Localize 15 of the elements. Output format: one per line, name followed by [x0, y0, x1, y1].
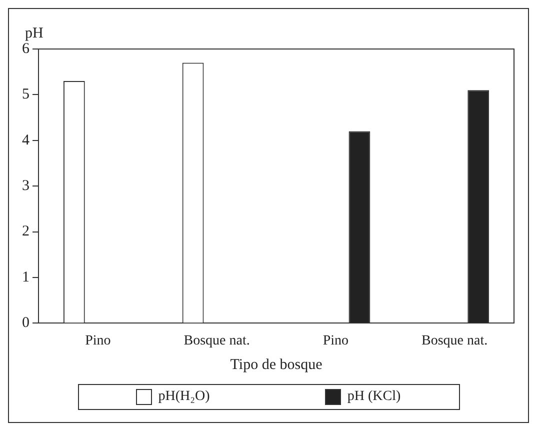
y-tick-label: 0	[22, 315, 30, 332]
y-tick-label: 1	[22, 269, 30, 286]
y-tick-label: 2	[22, 224, 30, 240]
x-tick-label: Pino	[322, 333, 349, 348]
x-axis-title: Tipo de bosque	[230, 356, 323, 373]
legend-label: pH (KCl)	[347, 389, 401, 405]
x-tick-label: Bosque nat.	[184, 333, 250, 348]
y-axis-title: pH	[25, 25, 44, 42]
y-tick-label: 5	[22, 86, 30, 103]
x-tick-label: Bosque nat.	[422, 333, 488, 348]
y-tick-label: 4	[22, 132, 30, 148]
x-tick-label: Pino	[85, 333, 111, 348]
y-tick-label: 6	[22, 40, 30, 57]
y-tick-label: 3	[22, 178, 30, 194]
legend-label: pH(H₂O)	[158, 389, 210, 405]
